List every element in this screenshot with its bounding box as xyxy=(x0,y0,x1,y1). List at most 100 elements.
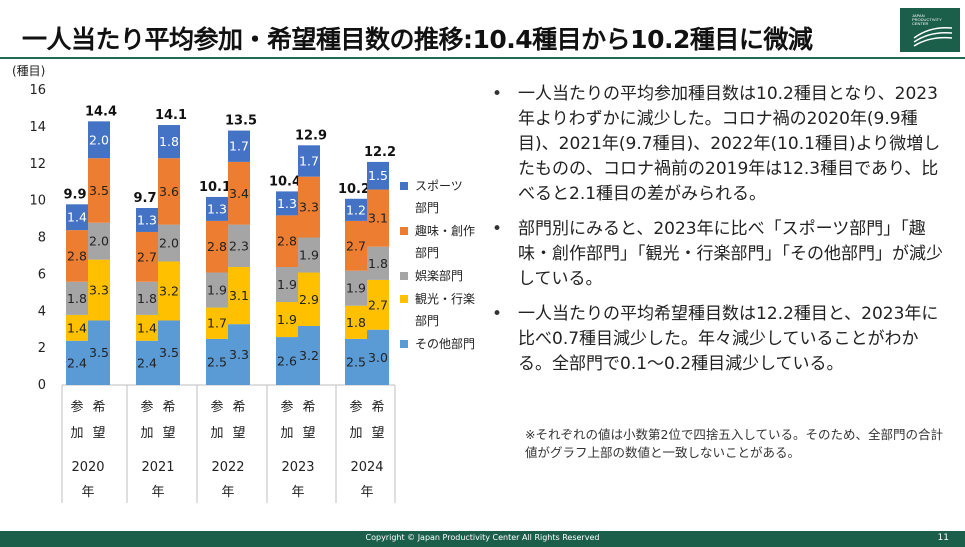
x-year-suffix: 年 xyxy=(221,485,234,500)
legend-swatch xyxy=(400,272,408,280)
y-tick-label: 2 xyxy=(38,341,46,356)
footer-bar: Copyright © Japan Productivity Center Al… xyxy=(0,531,965,547)
data-label: 1.9 xyxy=(207,283,227,298)
summary-bullets: 一人当たりの平均参加種目数は10.2種目となり、2023年よりわずかに減少した。… xyxy=(492,82,952,387)
data-label: 2.8 xyxy=(207,239,227,254)
data-label: 1.5 xyxy=(368,168,388,183)
bar-segment-tourism xyxy=(298,272,320,326)
bar-segment-tourism xyxy=(276,302,298,338)
data-label: 3.6 xyxy=(159,184,179,199)
data-label: 2.4 xyxy=(67,355,87,370)
bar-segment-entertainment xyxy=(367,246,389,280)
data-label: 2.7 xyxy=(346,238,366,253)
bar-kind-label: 望 xyxy=(162,425,175,441)
data-label: 3.1 xyxy=(368,211,388,226)
bar-segment-tourism xyxy=(158,261,180,321)
bar-segment-sports xyxy=(298,145,320,177)
bar-total-label: 10.4 xyxy=(269,174,301,189)
bar-kind-label: 希 xyxy=(232,400,245,415)
bar-segment-hobby xyxy=(276,215,298,267)
legend-item-other: その他部門 xyxy=(400,333,490,355)
bar-segment-other xyxy=(158,320,180,385)
legend-label: 趣味・創作 xyxy=(415,224,476,238)
legend-label: 観光・行楽 xyxy=(415,292,476,306)
bar-segment-entertainment xyxy=(345,270,367,306)
organization-logo: JAPAN PRODUCTIVITY CENTER xyxy=(900,8,960,52)
bar-segment-sports xyxy=(88,121,110,159)
legend-item-sports: スポーツ 部門 xyxy=(400,175,490,219)
data-label: 2.6 xyxy=(277,354,297,369)
y-tick-label: 10 xyxy=(29,194,46,209)
chart-legend: スポーツ 部門 趣味・創作 部門 娯楽部門 観光・行楽 部門 その他部門 xyxy=(400,175,490,356)
bar-segment-hobby xyxy=(345,220,367,271)
data-label: 2.8 xyxy=(277,234,297,249)
legend-item-tourism: 観光・行楽 部門 xyxy=(400,288,490,332)
legend-label: スポーツ xyxy=(415,179,463,193)
bar-kind-label: 望 xyxy=(232,425,245,441)
bar-segment-other xyxy=(276,337,298,385)
data-label: 2.0 xyxy=(89,234,109,249)
data-label: 1.3 xyxy=(137,212,157,227)
data-label: 3.3 xyxy=(229,347,249,362)
footnote: ※それぞれの値は小数第2位で四捨五入している。そのため、全部門の合計値がグラフ上… xyxy=(525,427,944,460)
data-label: 1.8 xyxy=(346,315,366,330)
bar-segment-tourism xyxy=(228,267,250,325)
data-label: 3.5 xyxy=(89,345,109,360)
data-label: 1.7 xyxy=(299,153,319,168)
bar-segment-other xyxy=(136,340,158,385)
y-tick-label: 14 xyxy=(29,120,46,135)
bar-segment-tourism xyxy=(88,259,110,321)
x-year-label: 2023 xyxy=(281,460,314,475)
data-label: 2.5 xyxy=(346,354,366,369)
data-label: 2.4 xyxy=(137,355,157,370)
bar-total-label: 10.1 xyxy=(199,180,231,195)
bar-segment-tourism xyxy=(66,314,88,341)
bar-segment-sports xyxy=(66,204,88,231)
legend-label: 部門 xyxy=(415,201,440,215)
bar-segment-other xyxy=(206,338,228,385)
bar-segment-sports xyxy=(345,198,367,221)
legend-item-hobby: 趣味・創作 部門 xyxy=(400,220,490,264)
data-label: 1.4 xyxy=(67,210,87,225)
bullet-item: 部門別にみると、2023年に比べ「スポーツ部門」「趣味・創作部門」「観光・行楽部… xyxy=(492,217,952,292)
x-year-label: 2022 xyxy=(211,460,244,475)
data-label: 2.3 xyxy=(229,238,249,253)
bar-kind-label: 加 xyxy=(210,426,223,441)
legend-item-entertainment: 娯楽部門 xyxy=(400,265,490,287)
data-label: 3.5 xyxy=(89,183,109,198)
y-tick-label: 12 xyxy=(29,157,46,172)
bar-total-label: 9.7 xyxy=(133,191,156,206)
bar-segment-other xyxy=(66,340,88,385)
data-label: 1.3 xyxy=(277,196,297,211)
bar-segment-tourism xyxy=(136,314,158,341)
data-label: 1.8 xyxy=(67,291,87,306)
y-tick-label: 6 xyxy=(38,267,46,282)
bar-segment-hobby xyxy=(136,231,158,282)
data-label: 3.2 xyxy=(159,283,179,298)
bar-segment-entertainment xyxy=(206,272,228,308)
data-label: 1.4 xyxy=(67,320,87,335)
bar-kind-label: 加 xyxy=(280,426,293,441)
x-year-suffix: 年 xyxy=(360,485,373,500)
bar-segment-hobby xyxy=(66,230,88,282)
bar-segment-other xyxy=(367,329,389,385)
x-year-suffix: 年 xyxy=(151,485,164,500)
data-label: 3.3 xyxy=(299,200,319,215)
bar-kind-label: 望 xyxy=(371,425,384,441)
bar-segment-other xyxy=(228,324,250,385)
x-year-label: 2024 xyxy=(350,460,383,475)
y-axis-unit-label: (種目) xyxy=(12,64,45,78)
bar-segment-hobby xyxy=(298,176,320,238)
bar-segment-entertainment xyxy=(228,224,250,267)
bar-total-label: 13.5 xyxy=(225,114,257,129)
bar-segment-sports xyxy=(136,208,158,232)
bar-total-label: 14.1 xyxy=(155,108,187,123)
bar-segment-hobby xyxy=(206,220,228,273)
legend-label: その他部門 xyxy=(415,337,476,351)
y-tick-label: 0 xyxy=(38,378,46,393)
bar-segment-sports xyxy=(206,196,228,221)
logo-text-line-2: PRODUCTIVITY xyxy=(912,17,942,22)
bar-kind-label: 希 xyxy=(162,400,175,415)
bar-segment-tourism xyxy=(367,279,389,330)
data-label: 2.0 xyxy=(159,236,179,251)
